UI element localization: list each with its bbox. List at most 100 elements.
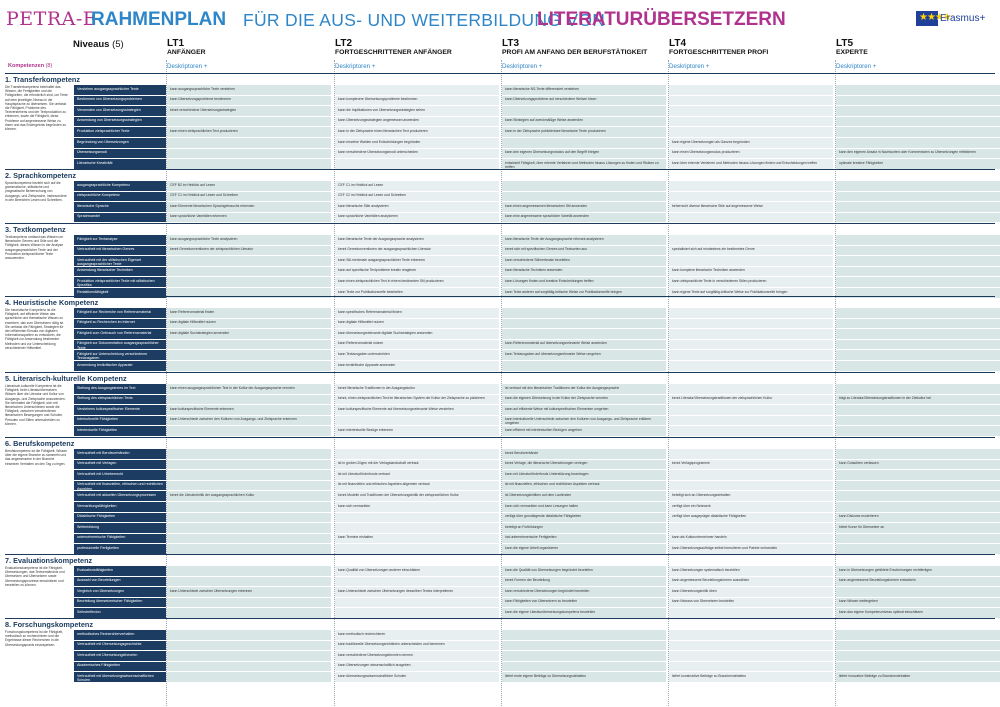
subcompetence-label: Verstehens kulturspezifischer Elemente xyxy=(74,405,166,415)
section-title: 2. Sprachkompetenz xyxy=(5,171,76,180)
subcompetence-label: Stellung des Ausgangstextes im Text xyxy=(74,384,166,394)
subtitle-mid: FÜR DIE AUS- UND WEITERBILDUNG VON xyxy=(243,10,606,30)
descriptor-cell xyxy=(836,661,1000,672)
descriptor-cell: kennt literarische Traditionen in der Au… xyxy=(335,384,499,394)
descriptor-cell xyxy=(836,106,1000,116)
descriptor-cell: kann Übersetzungskritik üben xyxy=(669,587,833,597)
descriptor-cell xyxy=(167,361,331,371)
descriptor-cell: kann ausgangssprachliche Texte verstehen xyxy=(167,85,331,95)
deskriptoren-link-3[interactable]: Deskriptoren + xyxy=(502,63,543,70)
subcompetence-label: Vertrautheit mit der stilistischen Eigen… xyxy=(74,256,166,266)
descriptor-cell: kann übersetzungswissenschaftliche Schul… xyxy=(335,672,499,682)
subcompetence-label: Evaluationsfähigkeiten xyxy=(74,566,166,576)
descriptor-cell: kann eine angemessene sprachliche Variet… xyxy=(502,212,666,223)
descriptor-cell xyxy=(502,361,666,371)
section-rule xyxy=(5,554,995,555)
descriptor-cell xyxy=(836,350,1000,360)
section-rule xyxy=(5,223,995,224)
subcompetence-label: methodisches Recherchierverhalten xyxy=(74,630,166,640)
column-divider xyxy=(835,60,836,706)
descriptor-cell: verfügt über ausgeprägte didaktische Fäh… xyxy=(669,512,833,523)
descriptor-cell: kann Gutachten verfassen xyxy=(836,459,1000,470)
descriptor-cell: beteiligt sich an Übersetzungsdebatten xyxy=(669,491,833,501)
descriptor-cell xyxy=(669,339,833,350)
level-code-5: LT5 xyxy=(836,38,854,49)
deskriptoren-link-2[interactable]: Deskriptoren + xyxy=(335,63,376,70)
descriptor-cell: bietet Kurse für Übersetzer an xyxy=(836,523,1000,533)
descriptor-cell: kann einzelne Wahlen und Entscheidungen … xyxy=(335,138,499,148)
descriptor-cell xyxy=(836,491,1000,501)
descriptor-cell: kann digitale Hilfsmittel nutzen xyxy=(167,318,331,329)
descriptor-cell xyxy=(502,329,666,339)
subcompetence-label: Sprachwandel xyxy=(74,212,166,223)
level-name-5: EXPERTE xyxy=(836,49,868,56)
descriptor-cell xyxy=(335,512,499,523)
descriptor-cell: kann Übersetzungsprobleme bestimmen xyxy=(167,95,331,106)
descriptor-cell xyxy=(502,640,666,651)
section-rule xyxy=(5,296,995,297)
level-name-3: PROFI AM ANFANG DER BERUFSTÄTIGKEIT xyxy=(502,49,648,56)
descriptor-cell xyxy=(836,533,1000,544)
descriptor-cell: CEF C1 im Hinblick auf Lesen xyxy=(335,181,499,191)
descriptor-cell: kann verschiedene Übersetzungen begründe… xyxy=(502,587,666,597)
descriptor-cell: ist mit finanziellen, ethischen und rech… xyxy=(502,480,666,491)
descriptor-cell: kennt Genrekonventionen der ausgangsspra… xyxy=(335,245,499,256)
descriptor-cell: kann übersetzungsrelevante digitale Such… xyxy=(335,329,499,339)
subcompetence-label: Didaktische Fähigkeiten xyxy=(74,512,166,523)
descriptor-cell xyxy=(167,449,331,459)
descriptor-cell: kann auf spezifische Textprobleme kreati… xyxy=(335,266,499,277)
descriptor-cell xyxy=(669,329,833,339)
descriptor-cell xyxy=(167,266,331,277)
subcompetence-label: Begründung von Übersetzungen xyxy=(74,138,166,148)
section-rule xyxy=(5,169,995,170)
descriptor-cell: kann in der Zielsprache publizierbare li… xyxy=(502,127,666,137)
subcompetence-label: Fähigkeit zu Recherchen im Internet xyxy=(74,318,166,329)
section-title: 7. Evaluationskompetenz xyxy=(5,556,93,565)
section-title: 1. Transferkompetenz xyxy=(5,75,81,84)
section-title: 8. Forschungskompetenz xyxy=(5,620,93,629)
descriptor-cell xyxy=(167,459,331,470)
descriptor-cell xyxy=(836,256,1000,266)
descriptor-cell xyxy=(669,350,833,360)
deskriptoren-link-5[interactable]: Deskriptoren + xyxy=(836,63,877,70)
descriptor-cell: kann angemessene Beurteilungsformen ausw… xyxy=(669,576,833,587)
subcompetence-label: professionelle Fertigkeiten xyxy=(74,544,166,554)
descriptor-cell xyxy=(836,202,1000,212)
descriptor-cell: kann sich vermarkten xyxy=(335,502,499,512)
level-code-2: LT2 xyxy=(335,38,353,49)
descriptor-cell xyxy=(502,191,666,202)
descriptor-cell xyxy=(836,415,1000,426)
descriptor-cell xyxy=(836,480,1000,491)
erasmus-label: Erasmus+ xyxy=(940,13,986,24)
descriptor-cell: kann auf effiziente Weise mit kulturspez… xyxy=(502,405,666,415)
descriptor-cell xyxy=(502,661,666,672)
section-description: Literarisch-kulturelle Kompetenz ist die… xyxy=(5,384,66,426)
descriptor-cell: kann Qualität von Übersetzungen anderer … xyxy=(335,566,499,576)
descriptor-cell: ist Übersetzungskritiken auf dem Laufend… xyxy=(502,491,666,501)
descriptor-cell: kann kulturspezifische Elemente erkennen xyxy=(167,405,331,415)
section-description: Evaluationskompetenz ist die Fähigkeit, … xyxy=(5,566,65,587)
section-title: 6. Berufskompetenz xyxy=(5,439,75,448)
descriptor-cell xyxy=(669,480,833,491)
descriptor-cell: kann Übersetzungen wissenschaftlich ausg… xyxy=(335,661,499,672)
descriptor-cell xyxy=(669,318,833,329)
subcompetence-label: Bestimmen von Übersetzungsproblemen xyxy=(74,95,166,106)
header: PETRA-E RAHMENPLAN FÜR DIE AUS- UND WEIT… xyxy=(0,0,1000,34)
descriptor-cell xyxy=(836,245,1000,256)
deskriptoren-link-4[interactable]: Deskriptoren + xyxy=(669,63,710,70)
descriptor-cell: kann Texte anderer auf sorgfältig-kritis… xyxy=(502,288,666,298)
subcompetence-label: Intertextuelle Fähigkeiten xyxy=(74,426,166,436)
descriptor-cell: kann in der Zielsprache einen literarisc… xyxy=(335,127,499,137)
subcompetence-label: Auswahl von Beurteilungen xyxy=(74,576,166,587)
descriptor-cell xyxy=(335,523,499,533)
descriptor-cell xyxy=(167,470,331,480)
erasmus-logo: ★★★★ Erasmus+ xyxy=(916,11,996,33)
subcompetence-label: Fähigkeit zur Dokumentation ausgangsspra… xyxy=(74,339,166,350)
descriptor-cell xyxy=(167,350,331,360)
deskriptoren-link-1[interactable]: Deskriptoren + xyxy=(167,63,208,70)
column-divider xyxy=(668,60,669,706)
descriptor-cell xyxy=(335,85,499,95)
subcompetence-label: Produktion zielsprachlicher Texte xyxy=(74,127,166,137)
subcompetence-label: Selbstreflexion xyxy=(74,608,166,618)
descriptor-cell: kann Fähigkeiten von Übersetzern zu beur… xyxy=(502,597,666,608)
